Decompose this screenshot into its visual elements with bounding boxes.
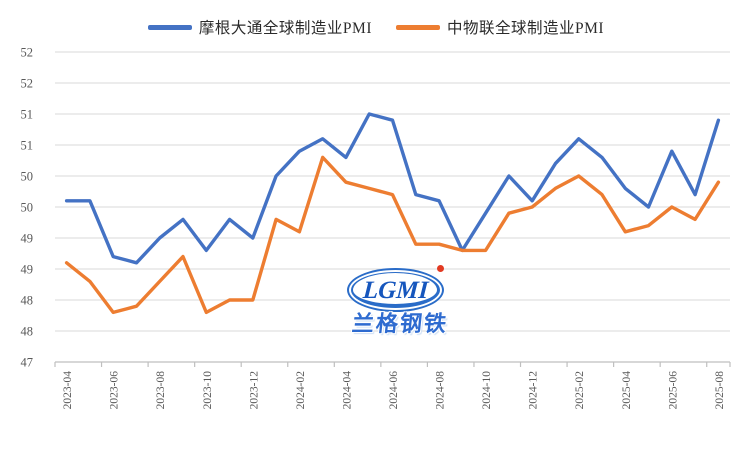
logo-chinese-text: 兰格钢铁 bbox=[350, 311, 450, 336]
x-tick-label: 2025-06 bbox=[667, 371, 679, 410]
x-tick-label: 2025-02 bbox=[574, 371, 586, 410]
x-tick-label: 2024-04 bbox=[341, 371, 353, 410]
lgmi-watermark-logo: LGMI 兰格钢铁 bbox=[338, 265, 462, 340]
logo-ellipse: LGMI bbox=[347, 265, 444, 312]
logo-lgmi-text: LGMI bbox=[361, 276, 430, 304]
x-tick-label: 2024-06 bbox=[388, 371, 400, 410]
y-tick-label: 48 bbox=[21, 325, 34, 339]
x-tick-label: 2025-04 bbox=[621, 371, 633, 410]
y-tick-label: 48 bbox=[21, 294, 34, 308]
x-tick-label: 2024-08 bbox=[435, 371, 447, 410]
y-tick-label: 51 bbox=[21, 108, 34, 122]
chart-legend: 摩根大通全球制造业PMI 中物联全球制造业PMI bbox=[0, 12, 752, 42]
legend-item-cflp: 中物联全球制造业PMI bbox=[396, 16, 604, 38]
y-tick-label: 51 bbox=[21, 139, 34, 153]
y-tick-label: 50 bbox=[21, 201, 34, 215]
x-tick-label: 2024-12 bbox=[528, 371, 540, 410]
y-tick-label: 49 bbox=[21, 232, 34, 246]
logo-red-dot bbox=[437, 265, 444, 272]
legend-item-jpmorgan: 摩根大通全球制造业PMI bbox=[147, 16, 372, 38]
x-tick-label: 2025-08 bbox=[714, 371, 726, 410]
y-tick-label: 50 bbox=[21, 170, 34, 184]
jpmorgan-series-swatch bbox=[147, 24, 192, 30]
x-tick-label: 2023-12 bbox=[248, 371, 260, 410]
cflp-pmi-line bbox=[64, 155, 721, 315]
x-tick-label: 2023-06 bbox=[109, 371, 121, 410]
y-tick-label: 52 bbox=[21, 46, 34, 60]
y-tick-label: 47 bbox=[21, 356, 34, 370]
x-tick-label: 2023-04 bbox=[62, 371, 74, 410]
x-tick-label: 2023-08 bbox=[155, 371, 167, 410]
legend-label-cflp: 中物联全球制造业PMI bbox=[447, 20, 605, 37]
x-tick-label: 2024-02 bbox=[295, 371, 307, 410]
jpmorgan-pmi-line bbox=[64, 112, 721, 265]
y-tick-label: 52 bbox=[21, 77, 34, 91]
logo-ellipse-ring bbox=[351, 272, 440, 308]
legend-label-jpmorgan: 摩根大通全球制造业PMI bbox=[198, 20, 372, 37]
cflp-series-swatch bbox=[396, 24, 440, 30]
x-tick-label: 2024-10 bbox=[481, 371, 493, 410]
y-tick-label: 49 bbox=[21, 263, 34, 277]
x-tick-label: 2023-10 bbox=[202, 371, 214, 410]
